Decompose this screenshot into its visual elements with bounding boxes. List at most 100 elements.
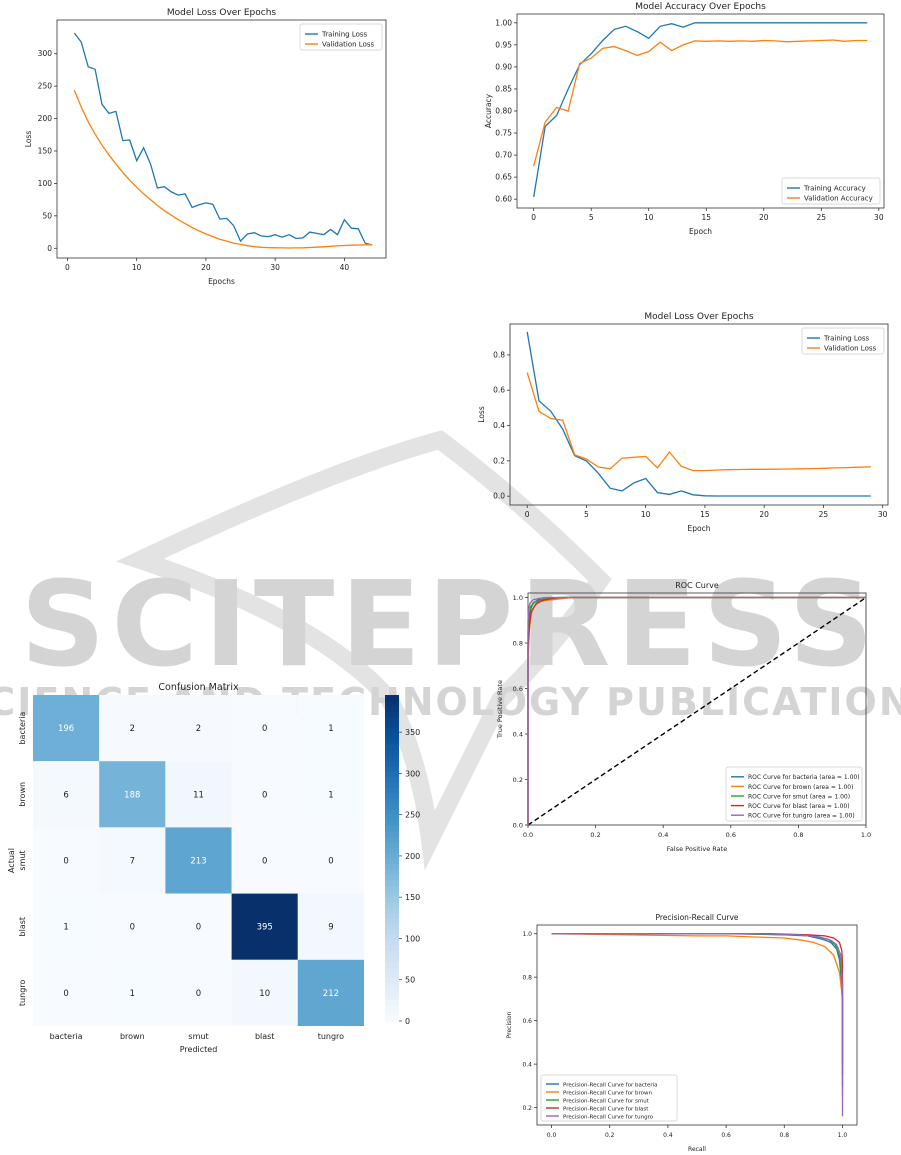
colorbar-tick-label: 150	[405, 893, 420, 902]
legend-label: Training Loss	[321, 30, 368, 38]
x-tick-label: 1.0	[861, 831, 871, 839]
series-line-1	[73, 89, 373, 249]
heatmap-cell	[33, 695, 100, 762]
cell-value-label: 2	[196, 724, 201, 734]
cell-value-label: 188	[124, 790, 140, 800]
cell-value-label: 0	[262, 857, 267, 867]
colorbar-segment	[385, 852, 399, 859]
series-line-0	[73, 32, 373, 246]
colorbar-segment	[385, 912, 399, 919]
chart-title: Model Loss Over Epochs	[644, 312, 754, 322]
colorbar-tick-label: 50	[405, 976, 415, 985]
colorbar-segment	[385, 819, 399, 826]
heatmap-cell	[99, 761, 166, 828]
y-axis-label: Precision	[506, 1011, 513, 1038]
y-tick-label: bacteria	[18, 712, 27, 745]
y-tick-label: 0.6	[513, 685, 523, 693]
x-tick-label: 0.0	[523, 831, 533, 839]
cell-value-label: 1	[328, 790, 333, 800]
heatmap-cell	[231, 893, 298, 960]
heatmap-cell	[165, 827, 232, 894]
colorbar-segment	[385, 879, 399, 886]
legend-label: Precision-Recall Curve for blast	[563, 1106, 649, 1112]
colorbar-segment	[385, 988, 399, 995]
x-tick-label: 10	[644, 213, 654, 222]
heatmap-cell	[165, 893, 232, 960]
legend-label: Precision-Recall Curve for tungro	[563, 1114, 654, 1120]
x-tick-label: 30	[270, 263, 280, 272]
plot-frame	[516, 13, 885, 209]
colorbar-segment	[385, 901, 399, 908]
colorbar-segment	[385, 760, 399, 767]
legend-label: Precision-Recall Curve for smut	[563, 1098, 650, 1104]
cell-value-label: 11	[193, 790, 204, 800]
colorbar-segment	[385, 727, 399, 734]
y-tick-label: 0.85	[495, 84, 512, 93]
y-tick-label: 0.80	[495, 107, 512, 116]
x-tick-label: blast	[255, 1032, 275, 1041]
y-tick-label: 0.8	[513, 640, 523, 648]
y-tick-label: brown	[18, 782, 27, 807]
y-tick-label: 0.0	[493, 492, 505, 501]
colorbar-segment	[385, 749, 399, 756]
y-tick-label: 0.4	[493, 421, 505, 430]
chart-title: Model Accuracy Over Epochs	[635, 2, 766, 12]
colorbar-segment	[385, 1015, 399, 1022]
plot-frame	[56, 19, 387, 259]
colorbar-segment	[385, 972, 399, 979]
series-line-0	[551, 933, 844, 1086]
colorbar-segment	[385, 993, 399, 1000]
colorbar-tick-label: 250	[405, 811, 420, 820]
colorbar-segment	[385, 836, 399, 843]
y-axis-label: True Positive Rate	[496, 680, 504, 739]
x-axis-label: Recall	[688, 1146, 706, 1153]
colorbar-segment	[385, 923, 399, 930]
cell-value-label: 0	[130, 923, 135, 933]
cell-value-label: 0	[196, 923, 201, 933]
colorbar-segment	[385, 787, 399, 794]
chart-title: ROC Curve	[675, 581, 719, 590]
plot-area-5: Precision-Recall Curve Recall Precision 0.0…	[506, 913, 858, 1153]
cell-value-label: 9	[328, 923, 333, 933]
legend: ROC Curve for bacteria (area = 1.00) ROC …	[725, 766, 863, 822]
y-tick-label: 200	[38, 114, 53, 123]
colorbar-segment	[385, 754, 399, 761]
y-tick-label: 0.8	[522, 975, 532, 982]
y-tick-label: 1.00	[495, 18, 512, 27]
plot-frame	[509, 323, 889, 506]
colorbar-segment	[385, 825, 399, 832]
series-line-1	[533, 39, 868, 167]
cell-value-label: 213	[190, 857, 206, 867]
legend-box	[299, 23, 383, 51]
y-tick-label: 0	[47, 244, 52, 253]
legend-label: ROC Curve for blast (area = 1.00)	[748, 803, 850, 810]
heatmap-cell	[33, 761, 100, 828]
plot-area-1: Model Accuracy Over EpochsEpochAccuracy0…	[484, 2, 885, 236]
colorbar-segment	[385, 917, 399, 924]
y-axis-label: Loss	[24, 131, 33, 148]
colorbar-segment	[385, 868, 399, 875]
heatmap-cell	[231, 761, 298, 828]
colorbar-segment	[385, 950, 399, 957]
colorbar-segment	[385, 874, 399, 881]
cell-value-label: 2	[130, 724, 135, 734]
y-tick-label: 0.8	[493, 350, 505, 359]
y-tick-label: 0.70	[495, 151, 512, 160]
x-tick-label: 0.0	[547, 1132, 557, 1139]
legend-label: Training Loss	[823, 334, 870, 342]
heatmap-cell	[297, 959, 364, 1026]
cell-value-label: 7	[130, 857, 135, 867]
legend-box	[725, 766, 863, 822]
heatmap-cell	[33, 959, 100, 1026]
colorbar-segment	[385, 944, 399, 951]
series-line-2	[551, 933, 844, 1065]
y-tick-label: 0.4	[513, 731, 523, 739]
colorbar-segment	[385, 999, 399, 1006]
x-axis-label: Epoch	[688, 524, 711, 533]
y-tick-label: 0.0	[513, 822, 523, 830]
y-tick-label: blast	[18, 917, 27, 937]
x-tick-label: 5	[584, 510, 589, 519]
y-tick-label: 300	[38, 49, 53, 58]
